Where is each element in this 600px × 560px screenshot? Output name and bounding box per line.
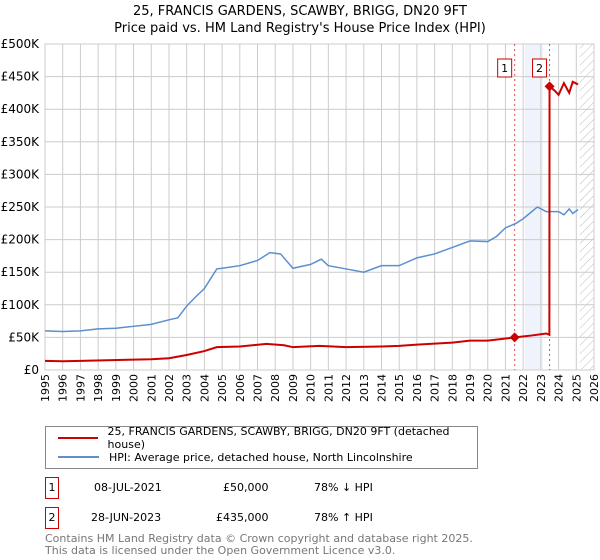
legend-item-hpi: HPI: Average price, detached house, Nort… (58, 448, 413, 466)
x-tick-label: 2004 (198, 374, 211, 402)
sale-label-box (497, 58, 513, 78)
y-tick-label: £100K (1, 298, 41, 312)
transaction-delta: 78% ↑ HPI (314, 511, 373, 524)
x-tick-label: 2008 (269, 374, 282, 402)
y-tick-label: £500K (1, 37, 41, 51)
transaction-row: 1 08-JUL-2021 £50,000 78% ↓ HPI (45, 477, 465, 499)
x-tick-label: 2022 (517, 374, 530, 402)
x-tick-label: 2019 (464, 374, 477, 402)
x-tick-label: 2006 (234, 374, 247, 402)
y-tick-label: £0 (24, 363, 39, 377)
x-tick-label: 2015 (393, 374, 406, 402)
x-tick-label: 2026 (588, 374, 600, 402)
transaction-row: 2 28-JUN-2023 £435,000 78% ↑ HPI (45, 507, 465, 529)
y-tick-label: £450K (1, 70, 41, 84)
x-tick-label: 2002 (163, 374, 176, 402)
legend-label-hpi: HPI: Average price, detached house, Nort… (109, 450, 413, 464)
legend-item-property: 25, FRANCIS GARDENS, SCAWBY, BRIGG, DN20… (58, 425, 477, 451)
legend: 25, FRANCIS GARDENS, SCAWBY, BRIGG, DN20… (45, 425, 478, 469)
x-tick-label: 2003 (181, 374, 194, 402)
y-tick-label: £50K (8, 330, 40, 344)
transaction-date: 28-JUN-2023 (91, 511, 162, 524)
plot-border (44, 43, 595, 371)
x-tick-label: 2017 (429, 374, 442, 402)
sale-label: 1 (501, 62, 508, 75)
x-tick-label: 1998 (92, 374, 105, 402)
x-tick-label: 2001 (145, 374, 158, 402)
x-tick-label: 2018 (446, 374, 459, 402)
x-tick-label: 2012 (340, 374, 353, 402)
transaction-date: 08-JUL-2021 (94, 481, 162, 494)
x-tick-label: 2014 (375, 374, 388, 402)
transaction-marker: 2 (45, 507, 59, 529)
chart-title: 25, FRANCIS GARDENS, SCAWBY, BRIGG, DN20… (132, 4, 467, 19)
property-price-line (44, 80, 579, 363)
y-tick-label: £350K (1, 135, 41, 149)
price-chart: 1995 1996 1997 1998 1999 2000 2001 2002 2003 2004… (1, 37, 600, 402)
chart-subtitle: Price paid vs. HM Land Registry's House … (114, 21, 486, 36)
transaction-delta: 78% ↓ HPI (314, 481, 373, 494)
footer-licence: This data is licensed under the Open Gov… (45, 544, 396, 557)
transaction-price: £50,000 (223, 481, 269, 494)
x-tick-label: 1999 (110, 374, 123, 402)
sale-label-box (532, 58, 548, 78)
legend-label-property: 25, FRANCIS GARDENS, SCAWBY, BRIGG, DN20… (107, 425, 450, 451)
x-tick-label: 1995 (39, 374, 52, 402)
x-tick-label: 2007 (252, 374, 265, 402)
transaction-price: £435,000 (216, 511, 269, 524)
x-tick-label: 2013 (358, 374, 371, 402)
sale-point (544, 81, 555, 92)
x-tick-label: 2009 (287, 374, 300, 402)
x-tick-label: 2005 (216, 374, 229, 402)
footer: Contains HM Land Registry data © Crown c… (45, 533, 473, 557)
sale-point (509, 332, 520, 343)
y-tick-label: £250K (1, 200, 41, 214)
y-tick-label: £200K (1, 233, 41, 247)
x-tick-label: 2020 (482, 374, 495, 402)
hpi-line (44, 206, 579, 333)
x-tick-label: 2000 (128, 374, 141, 402)
legend-swatch-hpi (58, 456, 99, 458)
transaction-marker: 1 (45, 477, 59, 499)
x-tick-label: 2011 (322, 374, 335, 402)
legend-swatch-property (58, 437, 98, 439)
x-tick-label: 2023 (535, 374, 548, 402)
y-tick-label: £400K (1, 102, 41, 116)
y-tick-label: £150K (1, 265, 41, 279)
y-tick-label: £300K (1, 167, 41, 181)
sale-label: 2 (536, 62, 543, 75)
x-tick-label: 1996 (57, 374, 70, 402)
x-tick-label: 2025 (570, 374, 583, 402)
x-tick-label: 2024 (553, 374, 566, 402)
footer-copyright: Contains HM Land Registry data © Crown c… (45, 532, 473, 545)
x-tick-label: 1997 (74, 374, 87, 402)
x-tick-label: 2010 (305, 374, 318, 402)
x-tick-label: 2016 (411, 374, 424, 402)
x-tick-label: 2021 (499, 374, 512, 402)
